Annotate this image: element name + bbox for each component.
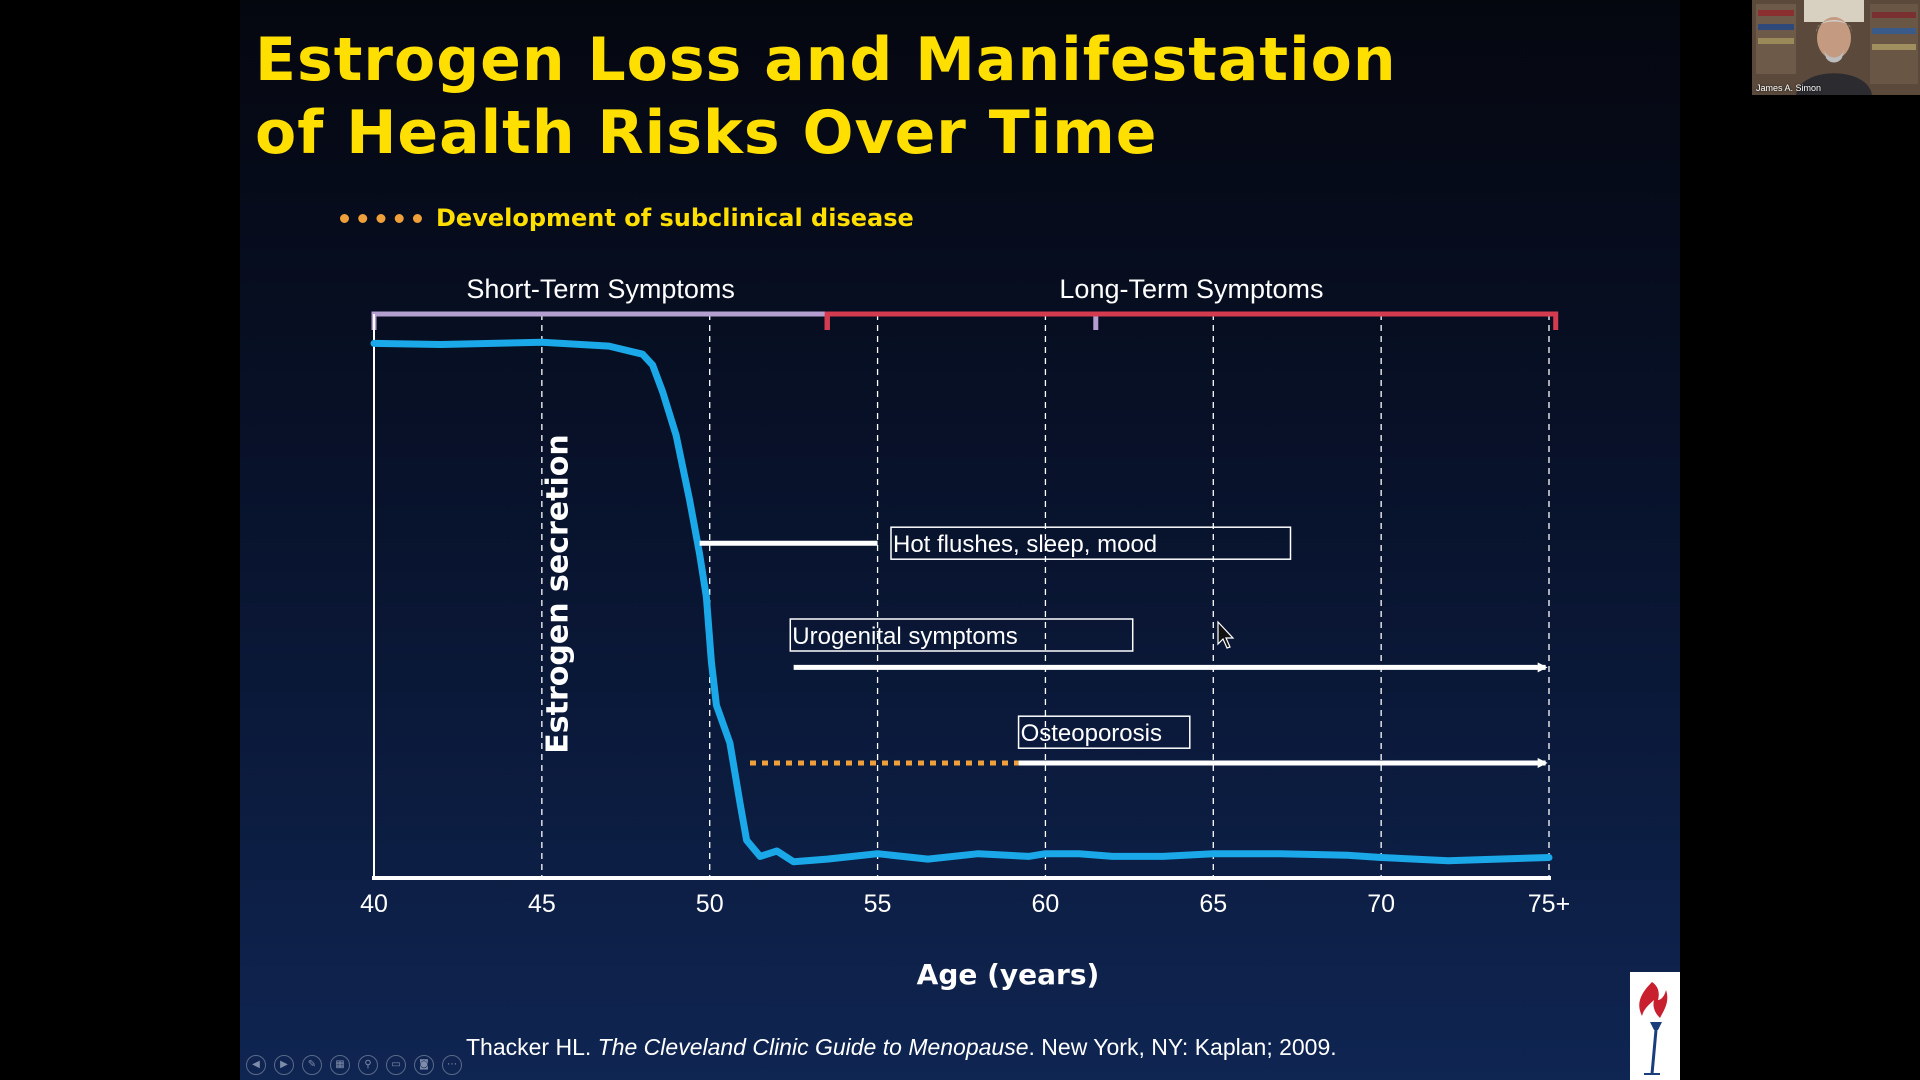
annotation-label-osteoporosis: Osteoporosis	[1021, 720, 1162, 747]
more-options-icon[interactable]: ⋯	[442, 1055, 462, 1075]
subtitles-icon[interactable]: ▭	[386, 1055, 406, 1075]
slideshow-controls: ◀ ▶ ✎ ▦ ⚲ ▭ ◙ ⋯	[246, 1055, 462, 1075]
legend: Development of subclinical disease	[340, 204, 914, 232]
x-tick-label-75+: 75+	[1528, 890, 1570, 918]
webcam-thumbnail[interactable]: James A. Simon	[1752, 0, 1920, 95]
citation: Thacker HL. The Cleveland Clinic Guide t…	[466, 1034, 1337, 1061]
mouse-cursor-icon	[1217, 620, 1235, 649]
annotation-box-osteoporosis	[1017, 715, 1191, 749]
citation-publisher: . New York, NY: Kaplan; 2009.	[1028, 1034, 1337, 1060]
x-axis-label: Age (years)	[916, 958, 1100, 991]
annotation-label-urogenital-symptoms: Urogenital symptoms	[792, 623, 1017, 650]
chart: Short-Term Symptoms Long-Term Symptoms 40 4…	[360, 274, 1570, 918]
estrogen-secretion-curve	[370, 338, 1553, 866]
citation-author: Thacker HL.	[466, 1034, 598, 1060]
annotation-label-hot-flushes-sleep-mood: Hot flushes, sleep, mood	[893, 531, 1157, 558]
citation-book: The Cleveland Clinic Guide to Menopause	[597, 1034, 1029, 1060]
x-tick-label-40: 40	[360, 890, 388, 918]
legend-swatch-dotted	[340, 213, 422, 223]
x-tick-label-65: 65	[1199, 890, 1227, 918]
x-tick-label-50: 50	[696, 890, 724, 918]
phase-bracket-long-term-symptoms	[824, 311, 1559, 330]
annotation-box-hot-flushes-sleep-mood	[890, 526, 1292, 560]
phase-label-long-term-symptoms: Long-Term Symptoms	[1059, 274, 1323, 304]
annotation-box-urogenital-symptoms	[789, 618, 1134, 652]
camera-icon[interactable]: ◙	[414, 1055, 434, 1075]
participant-name: James A. Simon	[1756, 83, 1822, 93]
slide-title-line-1: Estrogen Loss and Manifestation	[255, 25, 1397, 95]
legend-label: Development of subclinical disease	[436, 204, 914, 232]
x-tick-label-70: 70	[1367, 890, 1395, 918]
previous-slide-icon[interactable]: ◀	[246, 1055, 266, 1075]
torch-logo	[1630, 972, 1680, 1080]
slide: Estrogen Loss and Manifestation of Healt…	[240, 0, 1680, 1080]
y-axis-label: Estrogen secretion	[540, 434, 576, 754]
next-slide-icon[interactable]: ▶	[274, 1055, 294, 1075]
x-tick-label-60: 60	[1032, 890, 1060, 918]
zoom-icon[interactable]: ⚲	[358, 1055, 378, 1075]
x-tick-label-55: 55	[864, 890, 892, 918]
phase-label-short-term-symptoms: Short-Term Symptoms	[466, 274, 735, 304]
x-tick-label-45: 45	[528, 890, 556, 918]
slides-grid-icon[interactable]: ▦	[330, 1055, 350, 1075]
phase-bracket-short-term-symptoms	[371, 311, 830, 330]
pen-icon[interactable]: ✎	[302, 1055, 322, 1075]
slide-title-line-2: of Health Risks Over Time	[255, 98, 1158, 168]
